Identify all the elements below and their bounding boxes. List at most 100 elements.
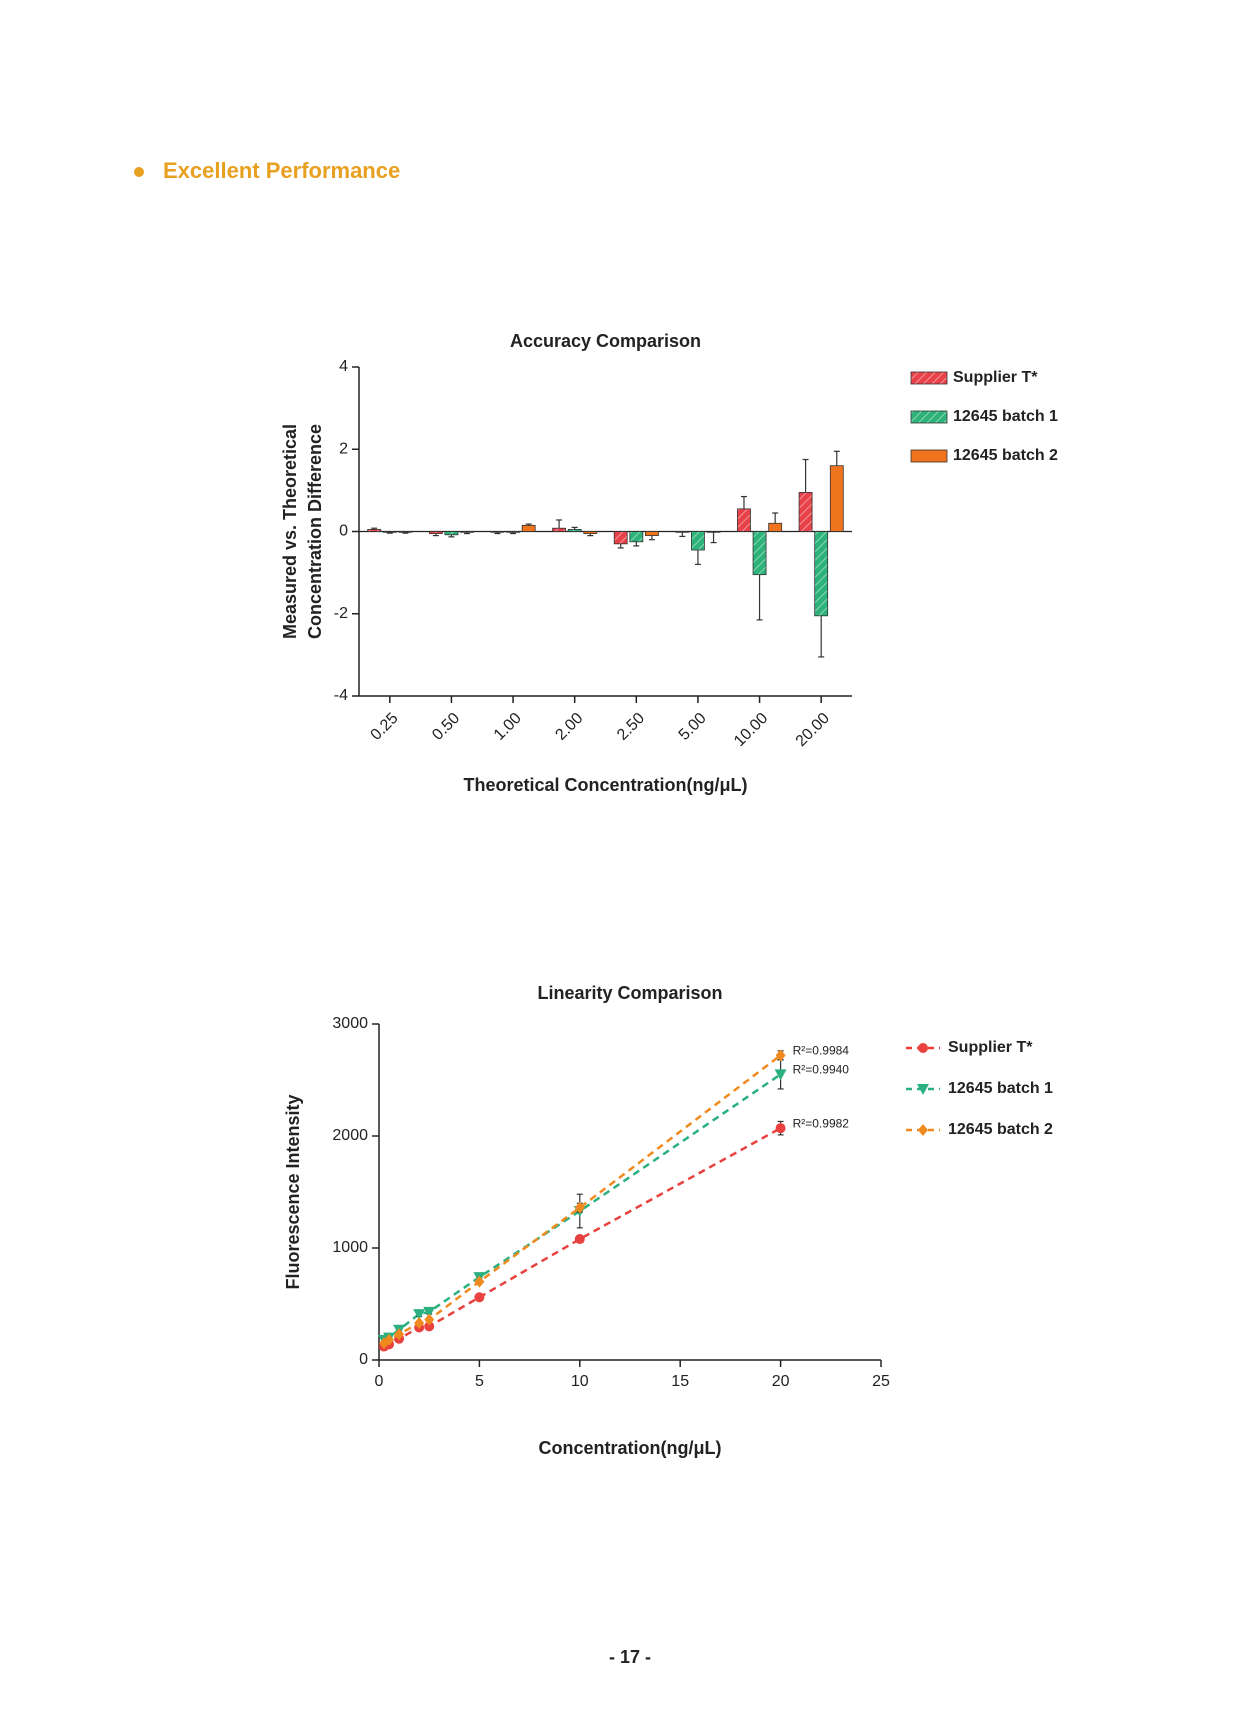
x-tick-label: 5.00 [676,710,710,744]
error-bar [448,534,455,538]
bullet [134,167,144,177]
y-tick-label: 2 [339,440,348,457]
bar [521,524,536,532]
bar [691,531,705,551]
legend-label: 12645 batch 2 [953,447,1058,464]
legend-swatch [910,410,948,424]
data-point [424,1321,435,1332]
bar [752,531,767,576]
y-axis-label: Measured vs. Theoretical [280,424,300,639]
section-heading: Excellent Performance [163,158,400,183]
data-point [775,1049,786,1062]
legend-label: Supplier T* [953,369,1038,386]
y-axis-label: Fluorescence Intensity [283,1094,303,1289]
data-point [775,1123,786,1134]
data-point [384,1333,395,1346]
bar [629,531,644,543]
error-bar [694,550,701,566]
bar [567,529,582,532]
x-tick-label: 25 [872,1373,890,1390]
error-bar [494,532,501,535]
y-tick-label: 4 [339,358,348,375]
y-tick-label: -4 [334,687,348,704]
data-point [474,1292,485,1303]
y-tick-label: 0 [359,1351,368,1368]
x-tick-label: 10.00 [731,710,771,750]
x-tick-label: 5 [475,1373,484,1390]
error-bar [833,450,840,466]
legend-marker [918,1124,928,1136]
error-bar [756,574,763,621]
legend-label: 12645 batch 1 [948,1080,1053,1097]
error-bar [587,533,594,537]
bar [444,531,459,536]
legend-marker [918,1043,928,1053]
x-tick-label: 15 [671,1373,689,1390]
y-tick-label: 3000 [332,1015,368,1032]
y-tick-label: -2 [334,605,348,622]
x-tick-label: 2.50 [614,710,648,744]
error-bar [556,519,563,529]
y-tick-label: 1000 [332,1239,368,1256]
y-axis-label: Concentration Difference [305,424,325,639]
r-squared-label: R²=0.9984 [793,1044,850,1058]
bar [460,531,474,533]
error-bar [386,532,393,534]
bar [583,531,598,534]
bar [675,531,690,533]
legend-swatch [910,371,948,385]
x-tick-label: 20 [772,1373,790,1390]
chart-title: Linearity Comparison [537,983,722,1003]
error-bar [740,495,747,509]
x-tick-label: 1.00 [491,710,525,744]
error-bar [818,615,825,658]
data-point [423,1306,436,1318]
bar [706,531,721,533]
data-point [424,1313,435,1326]
data-point [574,1234,585,1245]
legend-label: Supplier T* [948,1039,1033,1056]
bar [490,531,505,533]
x-tick-label: 0 [375,1373,384,1390]
y-tick-label: 0 [339,523,348,540]
error-bar [525,523,532,526]
error-bar [464,532,471,535]
error-bar [402,532,409,534]
x-tick-label: 20.00 [793,710,833,750]
series-line [383,1054,782,1345]
bar [428,531,443,534]
r-squared-label: R²=0.9982 [793,1116,850,1130]
legend-swatch [910,449,948,463]
bar [645,531,659,537]
error-bar [571,526,578,530]
y-tick-label: 2000 [332,1127,368,1144]
bar [613,531,628,545]
data-point [574,1201,585,1214]
error-bar [371,527,378,530]
error-bar [772,512,779,524]
error-bar [802,458,809,493]
bar [768,522,783,532]
data-point [413,1309,426,1321]
series-line [383,1127,782,1348]
bar [506,531,520,533]
error-bar [617,543,624,549]
bar [829,465,844,532]
x-tick-label: 0.25 [368,710,402,744]
bar [398,531,413,533]
data-point [394,1328,405,1341]
x-tick-label: 0.50 [429,710,463,744]
data-point [474,1275,485,1288]
page-number: - 17 - [609,1647,651,1667]
r-squared-label: R²=0.9940 [793,1063,850,1077]
bar [382,531,397,533]
x-tick-label: 10 [571,1373,589,1390]
x-tick-label: 2.00 [552,710,586,744]
chart-title: Accuracy Comparison [510,331,701,351]
bar [814,531,829,617]
error-bar [679,532,686,538]
bar [737,508,751,532]
x-axis-label: Concentration(ng/μL) [539,1438,722,1458]
data-point [774,1069,787,1081]
